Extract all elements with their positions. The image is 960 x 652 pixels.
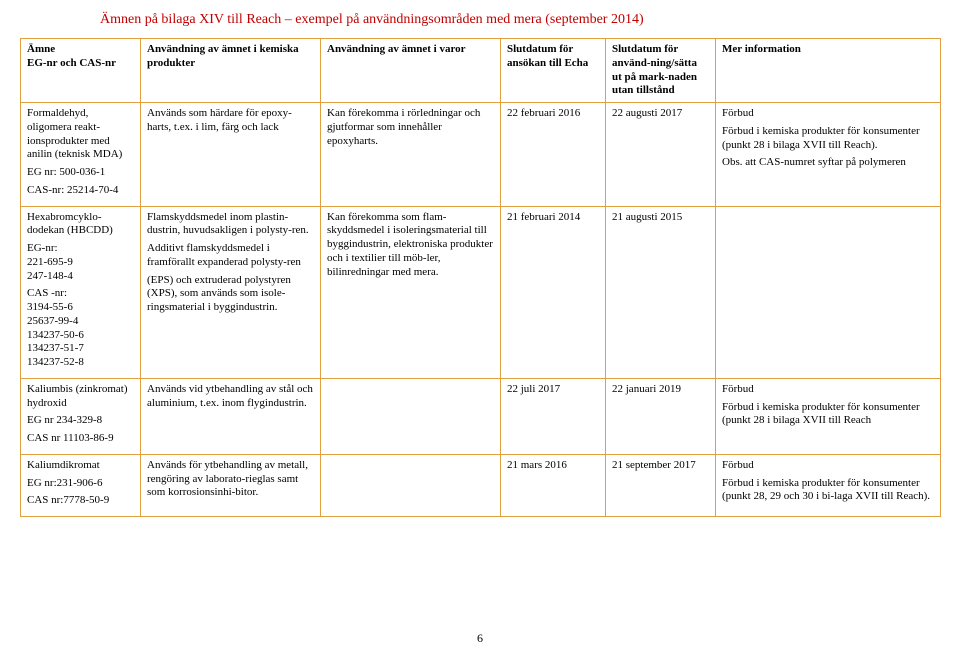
table-cell: Förbud Förbud i kemiska produkter för kon… <box>716 454 941 516</box>
cell-text: Kaliumbis (zinkromat) hydroxid <box>27 383 134 411</box>
table-cell: Förbud Förbud i kemiska produkter för kon… <box>716 103 941 207</box>
table-header-row: ÄmneEG-nr och CAS-nr Användning av ämnet… <box>21 39 941 103</box>
cell-text: 22 juli 2017 <box>507 383 599 397</box>
cell-text: Förbud <box>722 383 934 397</box>
page-number: 6 <box>0 631 960 646</box>
table-cell: 22 januari 2019 <box>606 378 716 454</box>
cell-text: CAS-nr: 25214-70-4 <box>27 184 134 198</box>
cell-text: 22 januari 2019 <box>612 383 709 397</box>
table-cell: Används för ytbehandling av metall, reng… <box>141 454 321 516</box>
col-header-use-articles: Användning av ämnet i varor <box>321 39 501 103</box>
table-cell: 22 juli 2017 <box>501 378 606 454</box>
cell-text: 21 mars 2016 <box>507 459 599 473</box>
table-body: Formaldehyd, oligomera reakt-ionsprodukt… <box>21 103 941 517</box>
table-cell: 21 mars 2016 <box>501 454 606 516</box>
cell-text: 21 september 2017 <box>612 459 709 473</box>
table-cell: 21 september 2017 <box>606 454 716 516</box>
table-cell: 21 augusti 2015 <box>606 206 716 378</box>
cell-text: EG nr 234-329-8 <box>27 414 134 428</box>
cell-text: CAS -nr:3194-55-625637-99-4134237-50-613… <box>27 287 134 370</box>
page: Ämnen på bilaga XIV till Reach – exempel… <box>0 0 960 652</box>
cell-text: Obs. att CAS-numret syftar på polymeren <box>722 156 934 170</box>
cell-text: EG nr:231-906-6 <box>27 477 134 491</box>
cell-text: CAS nr:7778-50-9 <box>27 494 134 508</box>
table-row: Hexabromcyklo-dodekan (HBCDD) EG-nr:221-6… <box>21 206 941 378</box>
cell-text: 22 februari 2016 <box>507 107 599 121</box>
cell-text: Används för ytbehandling av metall, reng… <box>147 459 314 500</box>
col-header-use-products: Användning av ämnet i kemiska produkter <box>141 39 321 103</box>
cell-text: Förbud i kemiska produkter för konsument… <box>722 125 934 153</box>
cell-text: Används som härdare för epoxy-harts, t.e… <box>147 107 314 135</box>
cell-text: Kan förekomma som flam-skyddsmedel i iso… <box>327 211 494 280</box>
table-cell <box>716 206 941 378</box>
cell-text: (EPS) och extruderad polystyren (XPS), s… <box>147 274 314 315</box>
cell-text: CAS nr 11103-86-9 <box>27 432 134 446</box>
table-row: Formaldehyd, oligomera reakt-ionsprodukt… <box>21 103 941 207</box>
table-cell: Kan förekomma i rörledningar och gjutfor… <box>321 103 501 207</box>
table-cell: 21 februari 2014 <box>501 206 606 378</box>
table-cell <box>321 454 501 516</box>
table-cell: Kan förekomma som flam-skyddsmedel i iso… <box>321 206 501 378</box>
table-cell: Används som härdare för epoxy-harts, t.e… <box>141 103 321 207</box>
table-row: Kaliumbis (zinkromat) hydroxid EG nr 234-… <box>21 378 941 454</box>
table-cell: Flamskyddsmedel inom plastin-dustrin, hu… <box>141 206 321 378</box>
table-cell: Används vid ytbehandling av stål och alu… <box>141 378 321 454</box>
col-header-substance: ÄmneEG-nr och CAS-nr <box>21 39 141 103</box>
table-cell: 22 augusti 2017 <box>606 103 716 207</box>
table-cell: Kaliumdikromat EG nr:231-906-6 CAS nr:7778… <box>21 454 141 516</box>
cell-text: 22 augusti 2017 <box>612 107 709 121</box>
cell-text: Används vid ytbehandling av stål och alu… <box>147 383 314 411</box>
table-cell: Kaliumbis (zinkromat) hydroxid EG nr 234-… <box>21 378 141 454</box>
cell-text: Förbud <box>722 107 934 121</box>
col-header-deadline-echa: Slutdatum för ansökan till Echa <box>501 39 606 103</box>
cell-text: 21 februari 2014 <box>507 211 599 225</box>
cell-text: Förbud i kemiska produkter för konsument… <box>722 477 934 505</box>
page-title: Ämnen på bilaga XIV till Reach – exempel… <box>100 12 940 28</box>
table-cell: 22 februari 2016 <box>501 103 606 207</box>
table-row: Kaliumdikromat EG nr:231-906-6 CAS nr:7778… <box>21 454 941 516</box>
table-cell <box>321 378 501 454</box>
table-cell: Hexabromcyklo-dodekan (HBCDD) EG-nr:221-6… <box>21 206 141 378</box>
col-header-more-info: Mer information <box>716 39 941 103</box>
cell-text: 21 augusti 2015 <box>612 211 709 225</box>
cell-text: Additivt flamskyddsmedel i framförallt e… <box>147 242 314 270</box>
table-cell: Förbud Förbud i kemiska produkter för kon… <box>716 378 941 454</box>
cell-text: Formaldehyd, oligomera reakt-ionsprodukt… <box>27 107 134 162</box>
col-header-deadline-use: Slutdatum för använd-ning/sätta ut på ma… <box>606 39 716 103</box>
cell-text: Förbud i kemiska produkter för konsument… <box>722 401 934 429</box>
cell-text: EG nr: 500-036-1 <box>27 166 134 180</box>
cell-text: Hexabromcyklo-dodekan (HBCDD) <box>27 211 134 239</box>
cell-text: EG-nr:221-695-9247-148-4 <box>27 242 134 283</box>
cell-text: Förbud <box>722 459 934 473</box>
cell-text: Kaliumdikromat <box>27 459 134 473</box>
cell-text: Kan förekomma i rörledningar och gjutfor… <box>327 107 494 148</box>
reach-table: ÄmneEG-nr och CAS-nr Användning av ämnet… <box>20 38 941 517</box>
table-cell: Formaldehyd, oligomera reakt-ionsprodukt… <box>21 103 141 207</box>
cell-text: Flamskyddsmedel inom plastin-dustrin, hu… <box>147 211 314 239</box>
